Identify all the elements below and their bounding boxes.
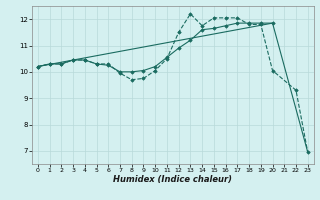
X-axis label: Humidex (Indice chaleur): Humidex (Indice chaleur) [113, 175, 232, 184]
